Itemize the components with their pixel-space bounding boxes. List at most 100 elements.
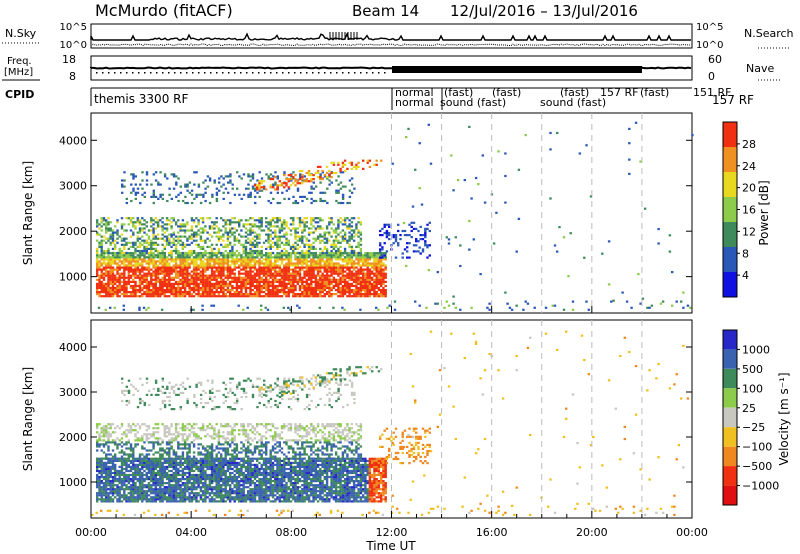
range-cell <box>111 286 115 290</box>
range-cell <box>373 264 376 267</box>
range-cell <box>406 246 409 249</box>
range-cell <box>129 291 133 294</box>
range-cell <box>105 500 108 503</box>
range-cell <box>280 223 284 226</box>
range-cell <box>195 243 198 246</box>
range-cell <box>143 239 146 242</box>
range-cell <box>109 490 112 493</box>
range-cell <box>154 465 157 468</box>
range-cell <box>199 276 203 279</box>
range-cell <box>328 282 331 285</box>
range-cell <box>105 482 108 485</box>
range-cell <box>553 304 557 307</box>
range-cell <box>134 221 137 224</box>
range-cell <box>229 266 232 269</box>
range-cell <box>303 223 306 226</box>
range-cell <box>222 293 225 296</box>
range-cell <box>109 471 112 475</box>
range-cell <box>357 268 360 271</box>
range-cell <box>105 229 108 232</box>
range-cell <box>310 289 313 292</box>
range-cell <box>197 256 200 259</box>
range-cell <box>298 276 302 279</box>
range-cell <box>114 225 117 228</box>
range-cell <box>156 471 160 475</box>
range-cell <box>161 484 164 487</box>
range-cell <box>204 191 207 194</box>
range-cell <box>323 233 326 236</box>
range-cell <box>249 231 252 234</box>
range-cell <box>129 280 133 283</box>
range-cell <box>96 498 99 501</box>
range-cell <box>298 266 302 269</box>
range-cell <box>145 171 149 174</box>
range-cell <box>343 308 346 311</box>
range-cell <box>168 243 171 246</box>
range-cell <box>285 225 288 228</box>
range-cell <box>109 229 112 232</box>
range-cell <box>165 241 169 244</box>
range-cell <box>161 268 164 271</box>
range-cell <box>474 176 478 180</box>
range-cell <box>630 306 633 309</box>
range-cell <box>129 484 133 487</box>
range-cell <box>98 488 101 491</box>
range-cell <box>323 295 326 298</box>
range-cell <box>199 286 203 290</box>
range-cell <box>132 225 135 228</box>
range-cell <box>206 217 209 220</box>
range-cell <box>375 252 378 255</box>
range-cell <box>321 199 324 203</box>
range-cell <box>307 272 311 275</box>
range-cell <box>129 258 133 261</box>
range-cell <box>384 258 387 261</box>
range-cell <box>236 187 239 190</box>
range-cell <box>316 274 320 277</box>
range-cell <box>244 249 248 253</box>
range-cell <box>179 235 182 238</box>
range-cell <box>301 221 304 224</box>
range-cell <box>408 234 411 237</box>
range-cell <box>168 463 171 466</box>
range-cell <box>222 260 225 263</box>
range-cell <box>368 284 372 288</box>
range-cell <box>319 225 322 228</box>
range-cell <box>375 278 378 281</box>
range-cell <box>208 233 212 236</box>
range-cell <box>276 186 279 189</box>
range-cell <box>143 266 146 269</box>
range-cell <box>102 278 106 281</box>
range-cell <box>177 276 180 279</box>
range-cell <box>105 264 108 267</box>
range-cell <box>116 276 119 279</box>
range-cell <box>294 231 297 234</box>
range-cell <box>224 219 227 222</box>
range-cell <box>98 480 101 483</box>
range-cell <box>105 256 108 259</box>
range-cell <box>321 178 324 181</box>
range-cell <box>350 237 354 240</box>
range-cell <box>383 254 386 257</box>
range-cell <box>253 225 257 228</box>
range-cell <box>392 242 395 245</box>
range-cell <box>179 463 182 466</box>
range-cell <box>161 251 164 255</box>
range-cell <box>208 256 212 259</box>
range-cell <box>141 266 144 269</box>
range-cell <box>368 165 372 168</box>
range-cell <box>278 184 281 187</box>
range-cell <box>571 308 575 311</box>
range-cell <box>96 231 99 234</box>
range-cell <box>177 256 180 259</box>
range-cell <box>426 227 429 230</box>
range-cell <box>208 289 212 292</box>
range-cell <box>373 262 376 265</box>
range-cell <box>118 268 121 271</box>
range-cell <box>152 480 155 483</box>
range-cell <box>147 488 151 491</box>
range-cell <box>373 289 376 292</box>
range-cell <box>283 276 286 279</box>
range-cell <box>289 229 293 232</box>
range-cell <box>143 247 146 250</box>
range-cell <box>177 282 180 285</box>
